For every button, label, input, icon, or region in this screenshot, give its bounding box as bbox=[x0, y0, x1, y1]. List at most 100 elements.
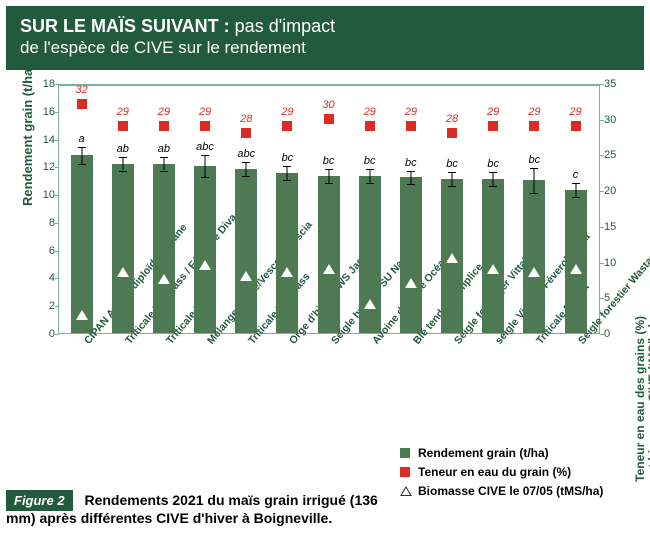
yield-bar bbox=[112, 164, 134, 333]
ytick-left: 16 bbox=[37, 106, 55, 118]
bar-column: abc29Mélange Seigle/Vesce Silvescia bbox=[194, 83, 216, 333]
banner-title: SUR LE MAÏS SUIVANT : pas d'impact bbox=[20, 16, 630, 38]
ytick-right: 5 bbox=[604, 292, 622, 304]
bar-column: bc29Blé tendre Complice bbox=[400, 83, 422, 333]
moisture-marker bbox=[571, 121, 581, 131]
bar-column: bc29Orge d'hiver KWS Jaguar bbox=[276, 83, 298, 333]
significance-label: bc bbox=[364, 155, 376, 167]
significance-label: bc bbox=[487, 158, 499, 170]
yield-bar bbox=[194, 166, 216, 333]
significance-label: a bbox=[79, 133, 85, 145]
triangle-icon bbox=[400, 486, 412, 496]
significance-label: abc bbox=[237, 148, 255, 160]
plot-area: a32CIPAN Avoine diploïde Océaneab29Triti… bbox=[58, 84, 600, 334]
moisture-marker bbox=[77, 99, 87, 109]
banner-title-rest: pas d'impact bbox=[230, 16, 336, 36]
biomass-marker bbox=[405, 278, 417, 288]
ytick-left: 18 bbox=[37, 78, 55, 90]
moisture-label: 29 bbox=[487, 106, 499, 118]
significance-label: c bbox=[573, 169, 579, 181]
moisture-marker bbox=[241, 128, 251, 138]
ytick-right: 20 bbox=[604, 185, 622, 197]
moisture-label: 28 bbox=[240, 113, 252, 125]
y-axis-left-title: Rendement grain (t/ha) bbox=[20, 64, 35, 206]
yield-bar bbox=[153, 164, 175, 333]
ytick-right: 10 bbox=[604, 257, 622, 269]
yield-bar bbox=[235, 169, 257, 333]
moisture-label: 29 bbox=[528, 106, 540, 118]
moisture-marker bbox=[365, 121, 375, 131]
significance-label: ab bbox=[117, 143, 129, 155]
ytick-left: 0 bbox=[37, 328, 55, 340]
bar-column: abc28Triticale Néomass bbox=[235, 83, 257, 333]
bar-column: bc29Triticale Bréhat bbox=[523, 83, 545, 333]
biomass-marker bbox=[281, 267, 293, 277]
banner-title-strong: SUR LE MAÏS SUIVANT : bbox=[20, 16, 230, 36]
biomass-marker bbox=[117, 267, 129, 277]
ytick-right: 25 bbox=[604, 149, 622, 161]
biomass-marker bbox=[199, 260, 211, 270]
moisture-marker bbox=[488, 121, 498, 131]
figure-badge: Figure 2 bbox=[6, 490, 73, 511]
bar-column: bc28Seigle fourrager Vittallo bbox=[441, 83, 463, 333]
ytick-right: 0 bbox=[604, 328, 622, 340]
ytick-right: 15 bbox=[604, 221, 622, 233]
yield-bar bbox=[359, 176, 381, 333]
moisture-marker bbox=[324, 114, 334, 124]
yield-bar bbox=[276, 173, 298, 333]
yield-bar bbox=[71, 155, 93, 333]
biomass-marker bbox=[364, 299, 376, 309]
biomass-marker bbox=[76, 310, 88, 320]
bar-column: ab29Triticale Bikini bbox=[153, 83, 175, 333]
significance-label: ab bbox=[158, 143, 170, 155]
moisture-label: 29 bbox=[117, 106, 129, 118]
significance-label: bc bbox=[323, 155, 335, 167]
moisture-marker bbox=[529, 121, 539, 131]
moisture-marker bbox=[118, 121, 128, 131]
moisture-label: 29 bbox=[199, 106, 211, 118]
biomass-marker bbox=[487, 264, 499, 274]
ytick-left: 12 bbox=[37, 161, 55, 173]
banner: SUR LE MAÏS SUIVANT : pas d'impact de l'… bbox=[6, 6, 644, 70]
yield-bar bbox=[318, 176, 340, 333]
bar-column: ab29Triticale Néomass / Féverole Diva bbox=[112, 83, 134, 333]
ytick-right: 35 bbox=[604, 78, 622, 90]
yield-bar bbox=[565, 190, 587, 333]
ytick-right: 30 bbox=[604, 114, 622, 126]
moisture-label: 29 bbox=[158, 106, 170, 118]
moisture-label: 29 bbox=[364, 106, 376, 118]
biomass-marker bbox=[570, 264, 582, 274]
moisture-label: 29 bbox=[569, 106, 581, 118]
moisture-marker bbox=[200, 121, 210, 131]
ytick-left: 4 bbox=[37, 272, 55, 284]
ytick-left: 10 bbox=[37, 189, 55, 201]
bar-column: bc29Avoine diploïde Océane bbox=[359, 83, 381, 333]
yield-bar bbox=[523, 180, 545, 333]
bar-column: bc30Seigle hybride SU Nasri bbox=[318, 83, 340, 333]
significance-label: bc bbox=[405, 157, 417, 169]
significance-label: abc bbox=[196, 141, 214, 153]
ytick-left: 2 bbox=[37, 300, 55, 312]
biomass-marker bbox=[528, 267, 540, 277]
moisture-marker bbox=[447, 128, 457, 138]
bar-column: c29Seigle forestier Wastauro bbox=[565, 83, 587, 333]
biomass-marker bbox=[158, 274, 170, 284]
moisture-label: 32 bbox=[75, 84, 87, 96]
legend-biomass: Biomasse CIVE le 07/05 (tMS/ha) bbox=[400, 484, 603, 498]
significance-label: bc bbox=[446, 158, 458, 170]
ytick-left: 6 bbox=[37, 245, 55, 257]
moisture-marker bbox=[282, 121, 292, 131]
moisture-label: 30 bbox=[322, 99, 334, 111]
moisture-label: 29 bbox=[405, 106, 417, 118]
yield-bar bbox=[400, 177, 422, 333]
moisture-marker bbox=[406, 121, 416, 131]
y-axis-right-title: Teneur en eau des grains (%) et biomasse… bbox=[634, 316, 650, 482]
significance-label: bc bbox=[282, 152, 294, 164]
moisture-label: 29 bbox=[281, 106, 293, 118]
bar-column: a32CIPAN Avoine diploïde Océane bbox=[71, 83, 93, 333]
biomass-marker bbox=[323, 264, 335, 274]
ytick-left: 14 bbox=[37, 134, 55, 146]
square-icon bbox=[400, 467, 410, 477]
legend-moisture: Teneur en eau du grain (%) bbox=[400, 465, 603, 479]
moisture-label: 28 bbox=[446, 113, 458, 125]
